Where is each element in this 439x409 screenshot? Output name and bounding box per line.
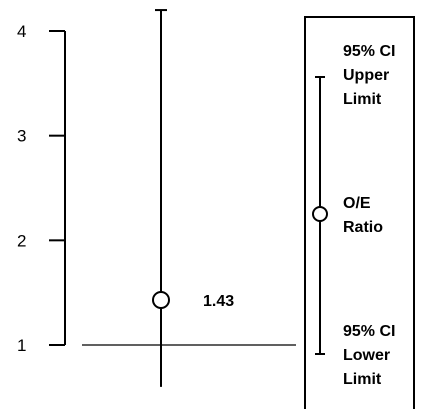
legend: 95% CI Upper Limit O/E Ratio 95% CI Lowe… — [304, 16, 415, 409]
data-marks: 1.43 — [152, 9, 234, 387]
legend-middle-line-1: O/E — [343, 195, 371, 212]
legend-middle-line-2: Ratio — [343, 219, 383, 236]
y-ticks: 1 2 3 4 — [17, 22, 65, 355]
y-tick-label: 4 — [17, 22, 26, 41]
y-tick-label: 3 — [17, 127, 26, 146]
legend-upper-line-3: Limit — [343, 91, 382, 108]
y-tick-label: 1 — [17, 336, 26, 355]
legend-upper-line-2: Upper — [343, 67, 389, 84]
point-estimate-marker — [152, 290, 170, 309]
legend-lower-line-3: Limit — [343, 371, 382, 388]
y-tick-label: 2 — [17, 231, 26, 250]
legend-box — [304, 16, 415, 409]
legend-point-marker — [312, 206, 328, 222]
legend-upper-line-1: 95% CI — [343, 43, 395, 60]
point-estimate-label: 1.43 — [203, 293, 234, 310]
legend-lower-line-2: Lower — [343, 347, 390, 364]
legend-lower-line-1: 95% CI — [343, 323, 395, 340]
